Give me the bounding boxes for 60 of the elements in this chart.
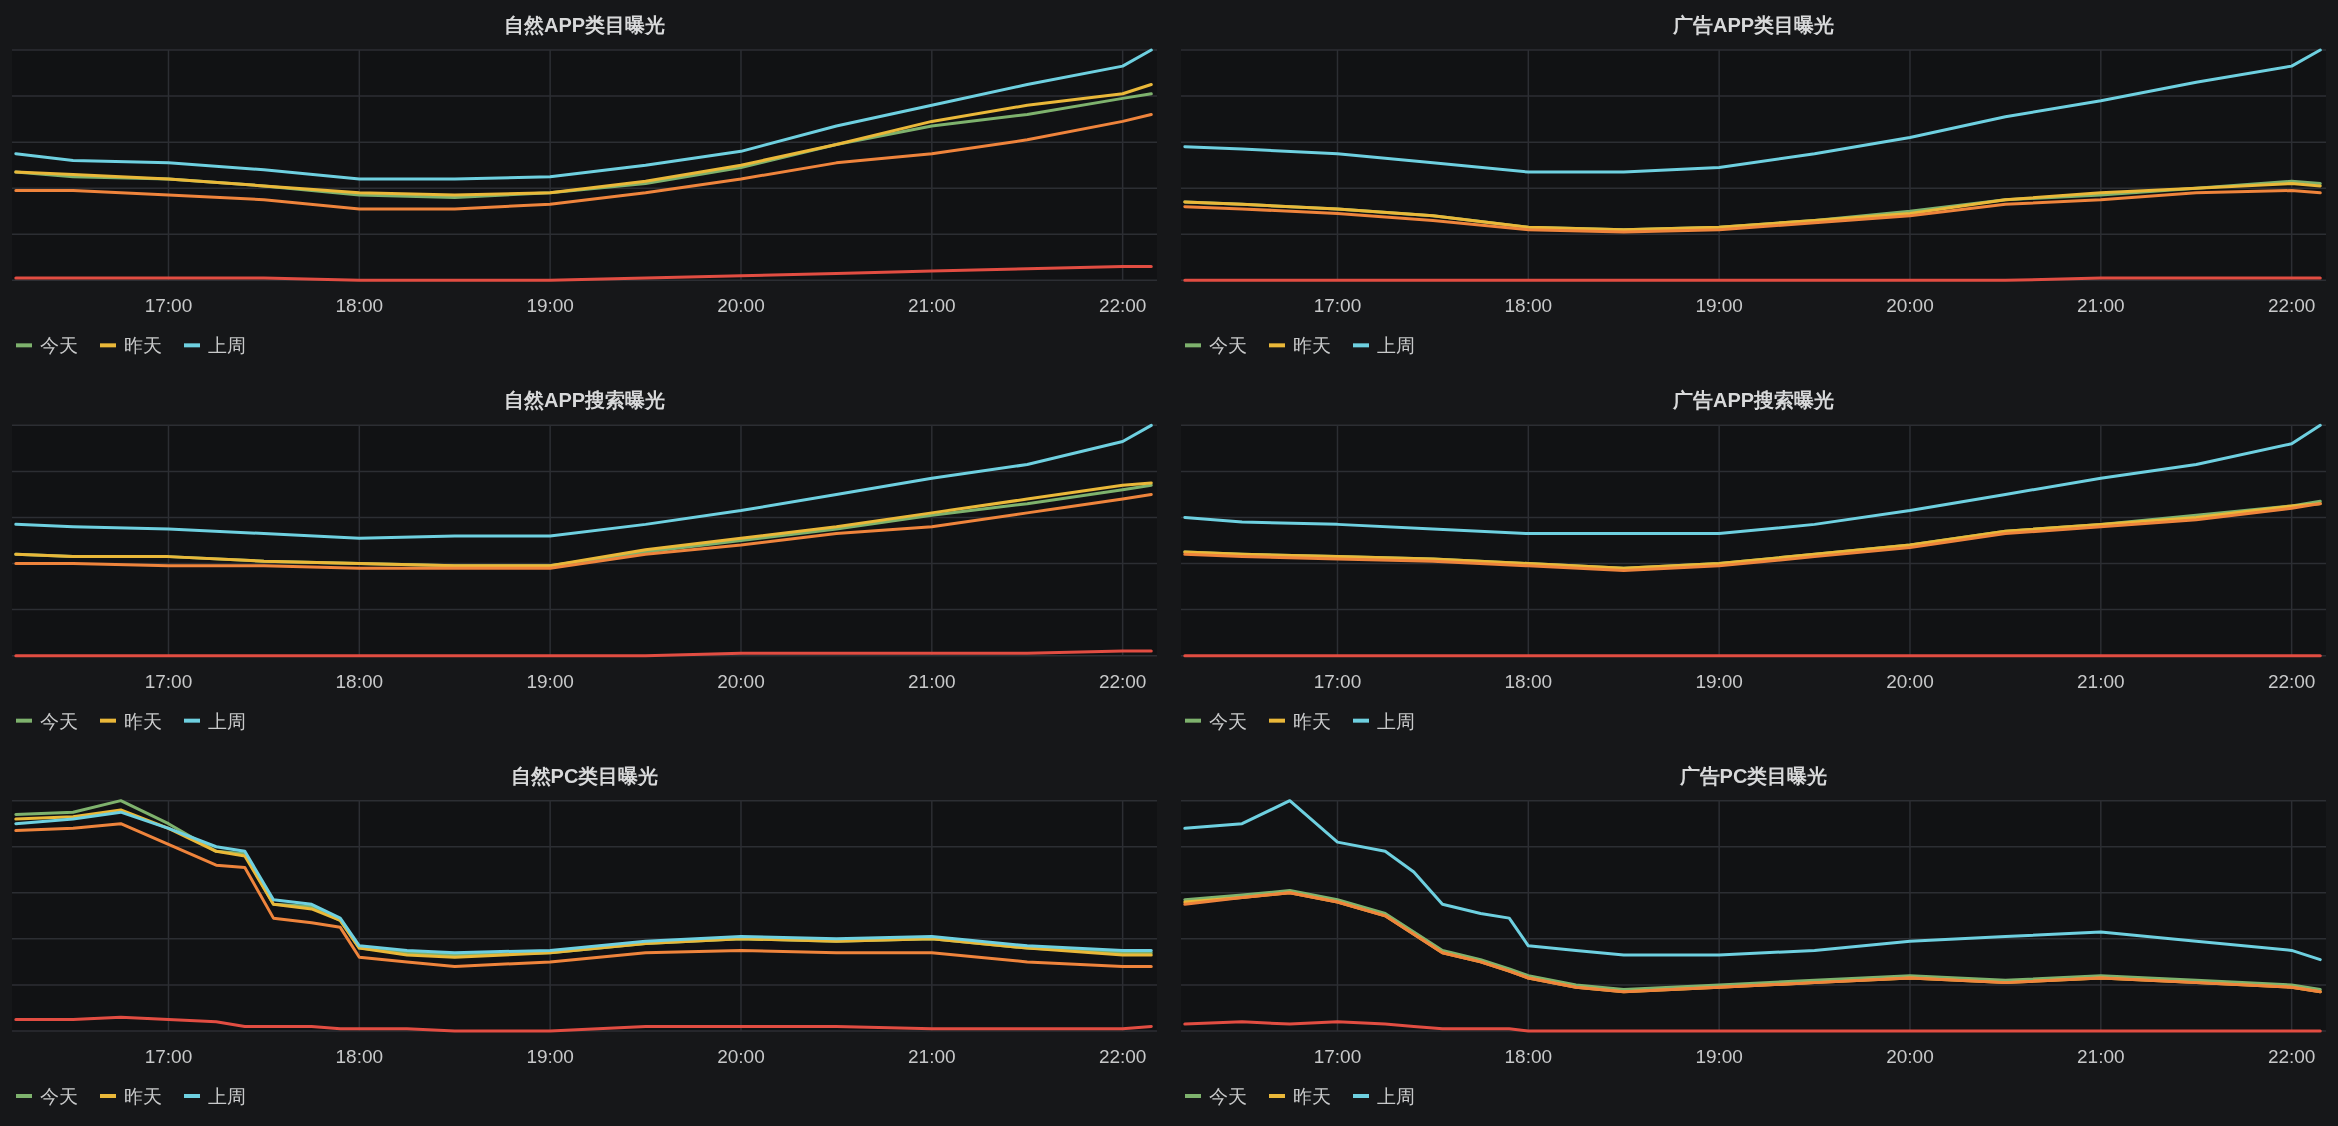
legend-label: 昨天 bbox=[1293, 710, 1331, 732]
legend-label: 昨天 bbox=[1293, 1086, 1331, 1107]
x-tick-label: 18:00 bbox=[335, 1046, 384, 1067]
x-tick-label: 22:00 bbox=[1098, 1046, 1147, 1067]
x-tick-label: 17:00 bbox=[1313, 670, 1362, 692]
x-tick-label: 20:00 bbox=[1886, 1046, 1934, 1067]
chart-title: 广告PC类目曝光 bbox=[1678, 764, 1828, 787]
x-tick-label: 17:00 bbox=[1313, 1046, 1362, 1067]
x-tick-label: 21:00 bbox=[908, 295, 956, 317]
legend-label: 上周 bbox=[1377, 710, 1415, 732]
chart-title: 自然APP搜索曝光 bbox=[503, 389, 666, 412]
x-tick-label: 19:00 bbox=[526, 295, 574, 317]
x-tick-label: 21:00 bbox=[908, 670, 956, 692]
x-tick-label: 20:00 bbox=[1886, 670, 1934, 692]
legend-label: 昨天 bbox=[124, 1086, 162, 1107]
legend-label: 上周 bbox=[1377, 1086, 1415, 1107]
chart-title: 广告APP搜索曝光 bbox=[1671, 389, 1835, 412]
x-tick-label: 22:00 bbox=[1098, 295, 1147, 317]
chart-title: 自然APP类目曝光 bbox=[503, 14, 666, 36]
x-tick-label: 22:00 bbox=[2267, 1046, 2316, 1067]
x-tick-label: 20:00 bbox=[1886, 295, 1934, 317]
x-tick-label: 21:00 bbox=[2077, 670, 2125, 692]
x-tick-label: 18:00 bbox=[335, 295, 384, 317]
x-tick-label: 18:00 bbox=[1504, 670, 1553, 692]
x-tick-label: 22:00 bbox=[1098, 670, 1147, 692]
legend-label: 今天 bbox=[1209, 1086, 1247, 1107]
x-tick-label: 22:00 bbox=[2267, 295, 2316, 317]
x-tick-label: 18:00 bbox=[1504, 1046, 1553, 1067]
x-tick-label: 20:00 bbox=[717, 670, 765, 692]
legend-label: 今天 bbox=[40, 710, 78, 732]
x-tick-label: 19:00 bbox=[1695, 295, 1743, 317]
legend-label: 昨天 bbox=[124, 335, 162, 357]
x-tick-label: 17:00 bbox=[144, 1046, 193, 1067]
legend-label: 上周 bbox=[208, 335, 246, 357]
x-tick-label: 19:00 bbox=[526, 1046, 574, 1067]
chart-title: 自然PC类目曝光 bbox=[510, 764, 659, 787]
x-tick-label: 20:00 bbox=[717, 295, 765, 317]
x-tick-label: 22:00 bbox=[2267, 670, 2316, 692]
x-tick-label: 17:00 bbox=[1313, 295, 1362, 317]
legend-label: 昨天 bbox=[124, 710, 162, 732]
x-tick-label: 21:00 bbox=[2077, 1046, 2125, 1067]
x-tick-label: 21:00 bbox=[2077, 295, 2125, 317]
legend-label: 今天 bbox=[40, 335, 78, 357]
legend-label: 昨天 bbox=[1293, 335, 1331, 357]
x-tick-label: 17:00 bbox=[144, 670, 193, 692]
x-tick-label: 18:00 bbox=[335, 670, 384, 692]
x-tick-label: 19:00 bbox=[526, 670, 574, 692]
chart-title: 广告APP类目曝光 bbox=[1671, 14, 1835, 36]
x-tick-label: 19:00 bbox=[1695, 670, 1743, 692]
legend-label: 上周 bbox=[208, 710, 246, 732]
legend-label: 上周 bbox=[208, 1086, 246, 1107]
x-tick-label: 19:00 bbox=[1695, 1046, 1743, 1067]
legend-label: 今天 bbox=[1209, 710, 1247, 732]
x-tick-label: 20:00 bbox=[717, 1046, 765, 1067]
legend-label: 今天 bbox=[40, 1086, 78, 1107]
legend-label: 今天 bbox=[1209, 335, 1247, 357]
legend-label: 上周 bbox=[1377, 335, 1415, 357]
x-tick-label: 18:00 bbox=[1504, 295, 1553, 317]
x-tick-label: 17:00 bbox=[144, 295, 193, 317]
x-tick-label: 21:00 bbox=[908, 1046, 956, 1067]
